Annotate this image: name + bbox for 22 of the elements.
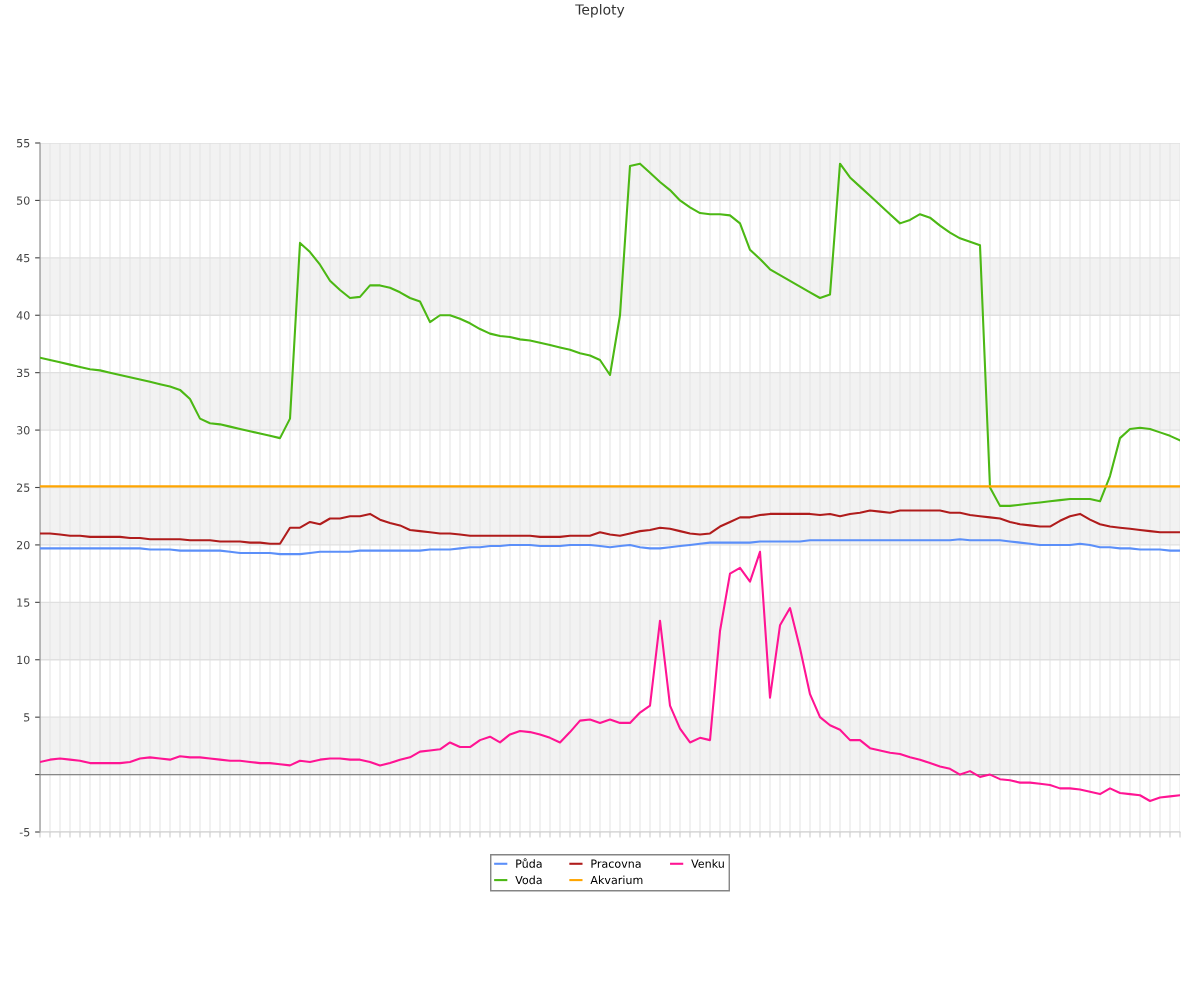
y-tick-label: 15 [17, 598, 30, 607]
y-tick-label: 50 [17, 196, 30, 205]
y-tick-label: 5 [24, 713, 30, 722]
line-series [40, 162, 1180, 507]
y-tick-label: 40 [16, 311, 30, 320]
y-tick-label: -5 [19, 828, 30, 837]
legend-label: Venku [691, 859, 724, 868]
legend-label: Pracovna [591, 859, 641, 868]
y-tick-label: 10 [17, 655, 30, 665]
y-tick-label: 30 [16, 426, 30, 435]
legend-label: Akvarium [590, 875, 643, 885]
line-series [40, 550, 1180, 803]
y-tick-label: 45 [16, 253, 30, 263]
y-tick-label: 35 [16, 368, 30, 378]
line-series [40, 538, 1180, 556]
legend-label: Voda [515, 875, 542, 885]
chart-title: Teploty [575, 4, 625, 18]
y-tick-label: 55 [17, 139, 30, 148]
line-series [40, 509, 1180, 545]
y-tick-label: 25 [16, 483, 30, 492]
legend-label: Půda [516, 858, 542, 868]
y-tick-label: 20 [16, 540, 30, 550]
